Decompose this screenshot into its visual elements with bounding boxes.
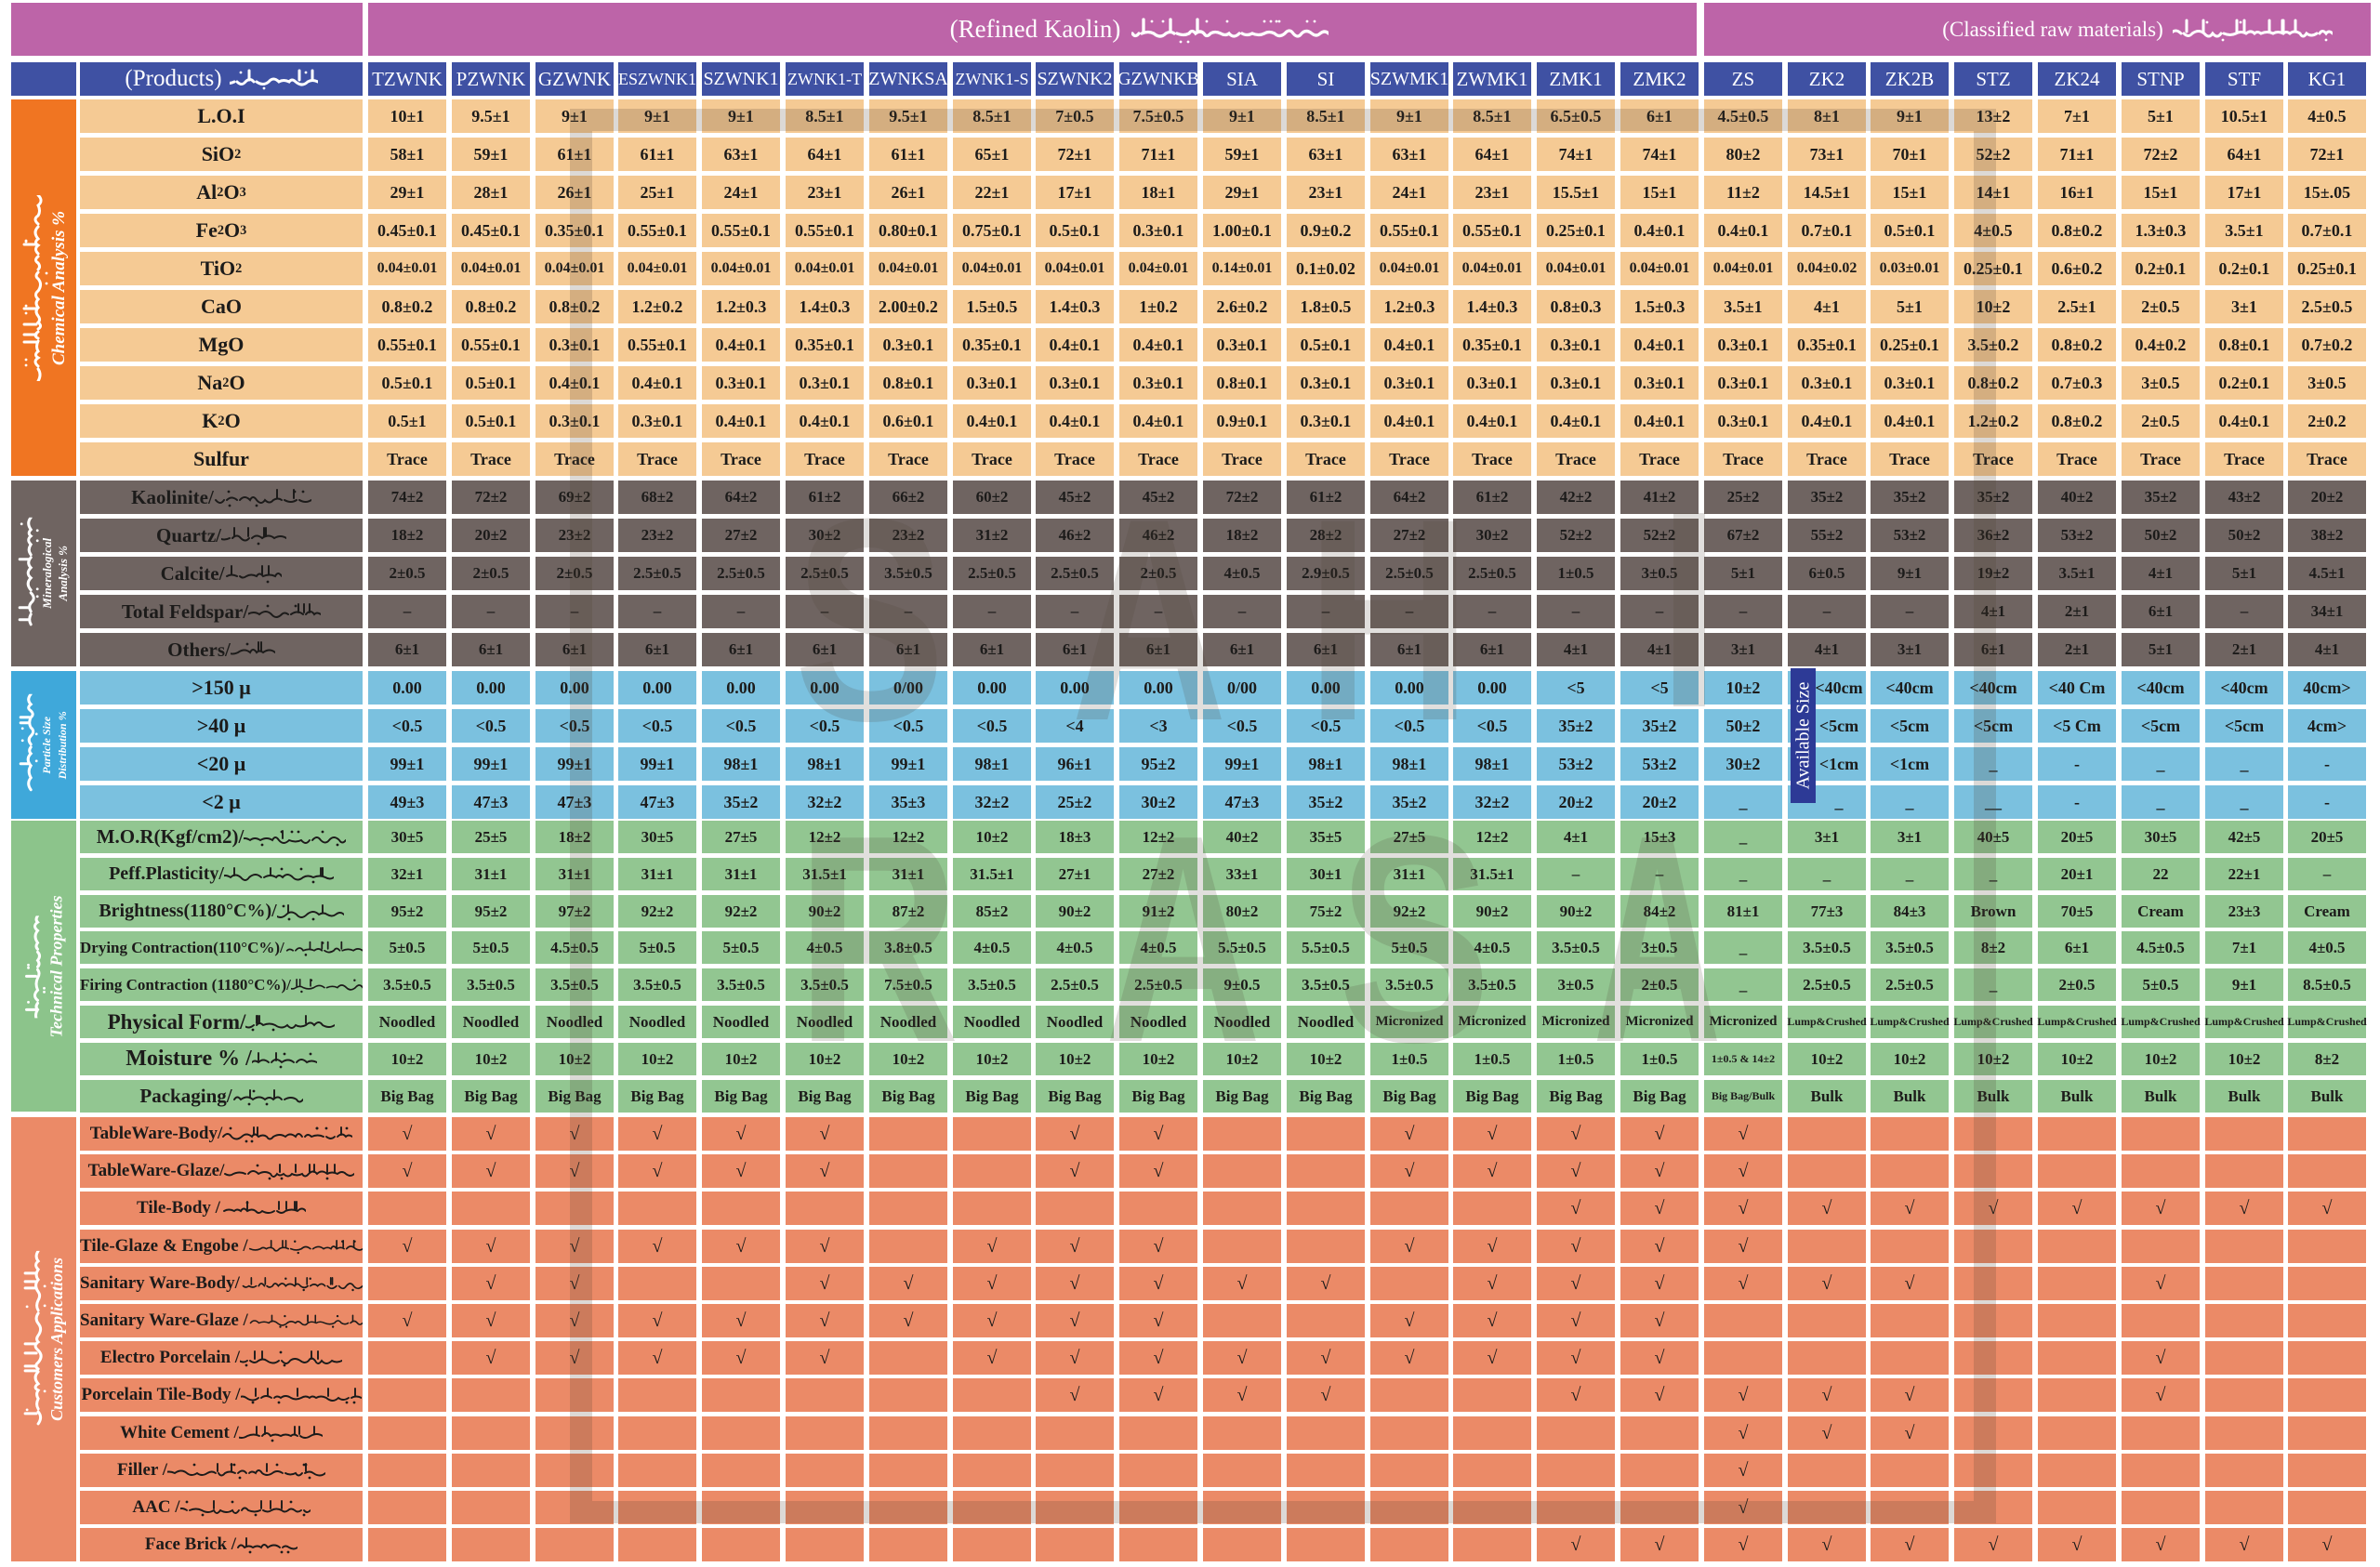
svg-text:A: A xyxy=(1071,458,1227,781)
svg-text:A: A xyxy=(1593,774,1722,1104)
svg-text:S: S xyxy=(794,458,945,781)
svg-text:H: H xyxy=(1306,458,1472,781)
svg-text:A: A xyxy=(1104,774,1262,1104)
svg-text:R: R xyxy=(797,774,959,1104)
svg-text:S: S xyxy=(1338,774,1491,1104)
